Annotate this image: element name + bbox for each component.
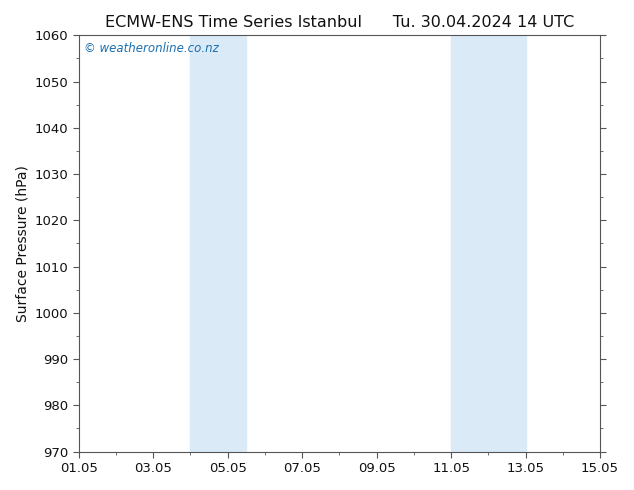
Bar [190, 35, 246, 452]
Text: © weatheronline.co.nz: © weatheronline.co.nz [84, 42, 219, 54]
Y-axis label: Surface Pressure (hPa): Surface Pressure (hPa) [15, 165, 29, 322]
Bar [451, 35, 526, 452]
Title: ECMW-ENS Time Series Istanbul      Tu. 30.04.2024 14 UTC: ECMW-ENS Time Series Istanbul Tu. 30.04.… [105, 15, 574, 30]
